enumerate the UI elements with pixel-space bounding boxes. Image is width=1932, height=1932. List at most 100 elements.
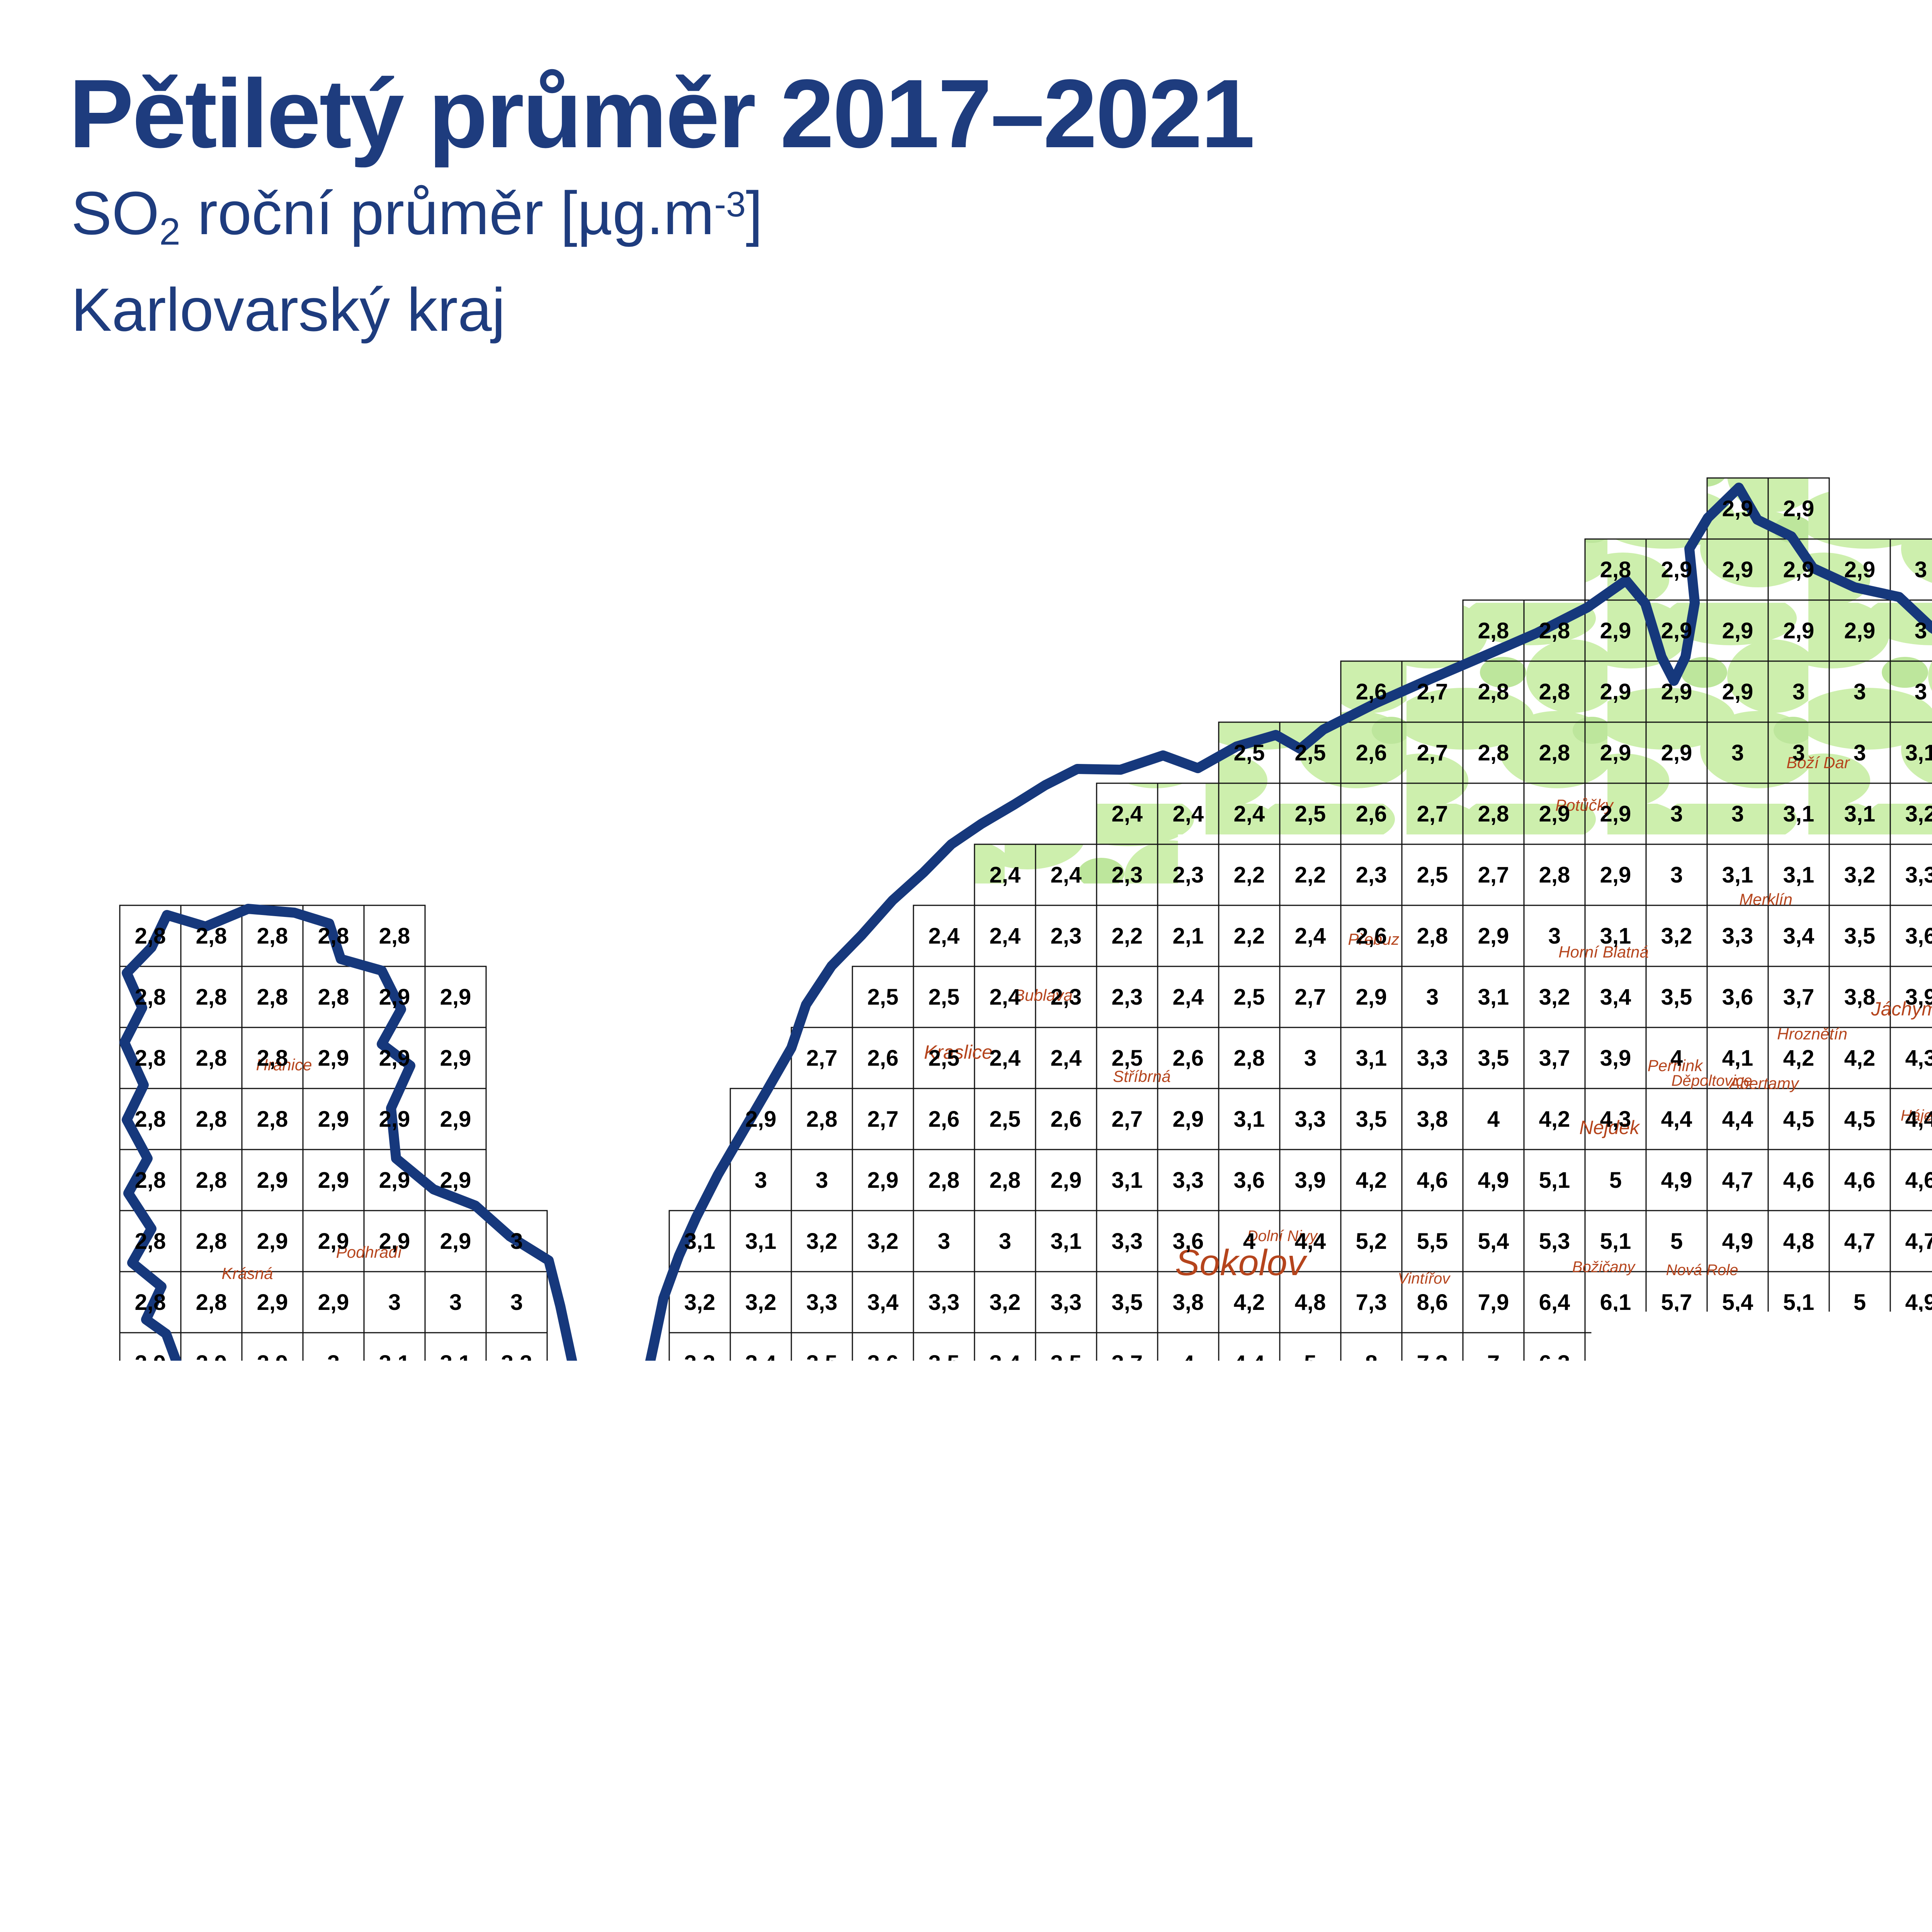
grid-cell-value: 4,4 xyxy=(1661,1107,1692,1132)
grid-cell-value: 3,1 xyxy=(806,1900,838,1925)
grid-cell-value: 3 xyxy=(1854,740,1866,765)
grid-cell-value: 3 xyxy=(1731,1900,1744,1925)
grid-cell-value: 3,7 xyxy=(867,1656,899,1681)
grid-cell-value: 4,6 xyxy=(1417,1168,1448,1193)
grid-cell-value: 3 xyxy=(510,1290,523,1315)
grid-cell-value: 3,3 xyxy=(806,1717,838,1742)
grid-cell-value: 3,3 xyxy=(1417,1046,1448,1071)
grid-cell-value: 2,8 xyxy=(135,1107,166,1132)
grid-cell-value: 3,8 xyxy=(1478,1717,1509,1742)
grid-cell-value: 4,2 xyxy=(1295,1595,1326,1620)
grid-cell-value: 3,3 xyxy=(1295,1778,1326,1803)
grid-cell-value: 3 xyxy=(1182,1900,1194,1925)
grid-cell-value: 3,3 xyxy=(867,1778,899,1803)
grid-cell-value: 3,1 xyxy=(1600,1900,1631,1925)
grid-cell-value: 4,2 xyxy=(1783,1046,1815,1071)
grid-cell-value: 3,2 xyxy=(562,1473,594,1498)
grid-cell-value: 2,8 xyxy=(806,1107,838,1132)
grid-cell-value: 3,1 xyxy=(623,1717,655,1742)
grid-cell-value: 5 xyxy=(1670,1229,1683,1254)
grid-cell-value: 4,3 xyxy=(1600,1107,1631,1132)
grid-cell-value: 3,2 xyxy=(562,1595,594,1620)
grid-cell-value: 4,1 xyxy=(1722,1595,1753,1620)
place-label: Božičany xyxy=(1572,1259,1636,1276)
grid-cell-value: 3,1 xyxy=(623,1778,655,1803)
grid-cell-value: 4,8 xyxy=(1905,1473,1932,1498)
grid-cell-value: 2,9 xyxy=(1661,618,1692,643)
grid-cell-value: 2,8 xyxy=(135,1290,166,1315)
grid-cell-value: 3,4 xyxy=(745,1595,777,1620)
grid-cell-value: 2,5 xyxy=(1112,1046,1143,1071)
grid-cell-value: 2,8 xyxy=(196,923,227,949)
grid-cell-value: 2,6 xyxy=(1356,679,1387,704)
grid-cell-value: 3,8 xyxy=(1051,1534,1082,1559)
grid-cell-value: 4,7 xyxy=(1783,1534,1815,1559)
grid-cell-value: 2,9 xyxy=(1783,618,1815,643)
grid-cell-value: 5,9 xyxy=(1600,1351,1631,1376)
grid-cell-value: 2,9 xyxy=(440,1778,471,1803)
grid-cell-value: 3,3 xyxy=(1722,923,1753,949)
grid-cell-value: 3,1 xyxy=(684,1778,716,1803)
grid-cell-value: 5,1 xyxy=(1783,1412,1815,1437)
grid-cell-value: 3,1 xyxy=(1112,1168,1143,1193)
grid-cell-value: 6,1 xyxy=(1417,1473,1448,1498)
grid-cell-value: 3,5 xyxy=(806,1656,838,1681)
grid-cell-value: 4,1 xyxy=(1112,1473,1143,1498)
grid-cell-value: 5,2 xyxy=(1295,1412,1326,1437)
grid-cell-value: 2,8 xyxy=(1478,679,1509,704)
grid-cell-value: 3,2 xyxy=(990,1839,1021,1864)
grid-cell-value: 3,1 xyxy=(867,1900,899,1925)
grid-cell-value: 2,7 xyxy=(867,1107,899,1132)
grid-cell-value: 2,8 xyxy=(135,1046,166,1071)
grid-cell-value: 3,9 xyxy=(1234,1595,1265,1620)
grid-cell-value: 2,8 xyxy=(135,1229,166,1254)
grid-cell-value: 3 xyxy=(816,1168,828,1193)
grid-cell-value: 3 xyxy=(571,1900,584,1925)
grid-cell-value: 3,1 xyxy=(1234,1107,1265,1132)
grid-cell-value: 3,2 xyxy=(867,1839,899,1864)
grid-cell-value: 5,1 xyxy=(1783,1290,1815,1315)
grid-cell-value: 3,1 xyxy=(1600,923,1631,949)
grid-cell-value: 4,9 xyxy=(1661,1168,1692,1193)
grid-cell-value: 2,9 xyxy=(379,1046,410,1071)
grid-cell-value: 2,7 xyxy=(1295,985,1326,1010)
grid-cell-value: 2,6 xyxy=(1173,1046,1204,1071)
grid-cell-value: 2,9 xyxy=(318,1290,349,1315)
grid-cell-value: 3,5 xyxy=(806,1534,838,1559)
grid-cell-value: 2,9 xyxy=(1600,862,1631,888)
grid-cell-value: 3,3 xyxy=(684,1473,716,1498)
grid-cell-value: 2,9 xyxy=(440,1168,471,1193)
grid-cell-value: 3,1 xyxy=(684,1839,716,1864)
grid-cell-value: 3,9 xyxy=(990,1534,1021,1559)
grid-cell-value: 3,1 xyxy=(1173,1839,1204,1864)
grid-cell-value: 2,9 xyxy=(379,1229,410,1254)
grid-cell-value: 3,2 xyxy=(990,1290,1021,1315)
grid-cell-value: 2,9 xyxy=(1722,557,1753,582)
grid-cell-value: 4,1 xyxy=(1478,1656,1509,1681)
grid-cell-value: 3,8 xyxy=(1661,1656,1692,1681)
grid-cell-value: 3,5 xyxy=(929,1351,960,1376)
grid-cell-value: 2,2 xyxy=(1112,923,1143,949)
grid-cell-value: 3,6 xyxy=(1417,1778,1448,1803)
grid-cell-value: 2,9 xyxy=(1722,679,1753,704)
grid-cell-value: 3,4 xyxy=(1783,923,1815,949)
grid-cell-value: 3,5 xyxy=(1356,1778,1387,1803)
grid-cell-value: 3,4 xyxy=(1905,1717,1932,1742)
grid-cell-value: 3,2 xyxy=(1844,1778,1876,1803)
grid-cell-value: 2,3 xyxy=(1173,862,1204,888)
grid-cell-value: 3 xyxy=(1915,1900,1927,1925)
grid-cell-value: 7 xyxy=(1487,1351,1500,1376)
grid-cell-value: 2,8 xyxy=(1417,923,1448,949)
grid-cell-value: 2,8 xyxy=(318,985,349,1010)
grid-cell-value: 3,5 xyxy=(1234,1656,1265,1681)
grid-cell-value: 2,6 xyxy=(1051,1107,1082,1132)
grid-cell-value: 3,8 xyxy=(990,1473,1021,1498)
grid-cell-value: 3,2 xyxy=(562,1534,594,1559)
grid-cell-value: 4,6 xyxy=(1356,1595,1387,1620)
grid-cell-value: 4,5 xyxy=(1234,1412,1265,1437)
grid-cell-value: 2,9 xyxy=(1600,801,1631,827)
grid-cell-value: 3,7 xyxy=(1539,1046,1570,1071)
grid-cell-value: 3,2 xyxy=(501,1595,532,1620)
grid-cell-value: 3,1 xyxy=(990,1900,1021,1925)
grid-cell-value: 4,1 xyxy=(1722,1046,1753,1071)
